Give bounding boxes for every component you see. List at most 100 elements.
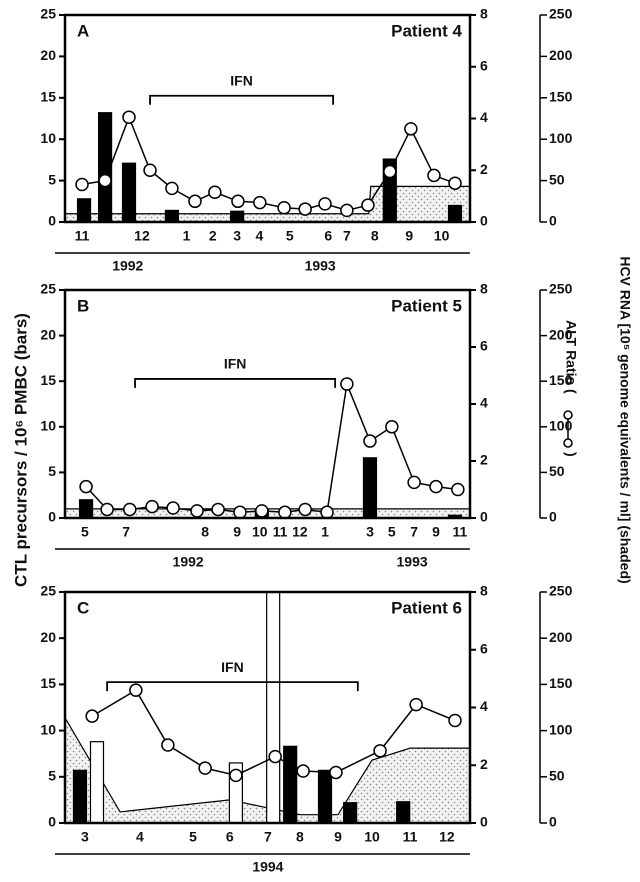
alt-point <box>298 202 312 216</box>
x-tick-label: 11 <box>452 524 467 540</box>
y2-tick-label: 4 <box>480 109 488 125</box>
alt-point <box>190 504 204 518</box>
x-tick-label: 11 <box>75 228 90 244</box>
x-tick-label: 7 <box>343 228 351 244</box>
y2-axis-label-end: ) <box>563 452 579 457</box>
alt-point <box>165 181 179 196</box>
alt-point <box>145 499 159 514</box>
alt-point <box>98 173 112 188</box>
x-tick-label: 4 <box>136 829 144 845</box>
ctl-bar <box>362 457 378 519</box>
y3-axis-label: HCV RNA [10⁵ genome equivalents / ml] (s… <box>617 256 633 583</box>
y3-tick-label: 50 <box>549 171 565 187</box>
y3-tick-label: 100 <box>549 721 573 737</box>
ctl-bar <box>266 591 281 824</box>
x-tick-label: 7 <box>264 829 272 845</box>
y-tick-label: 15 <box>40 675 56 691</box>
alt-line <box>85 381 458 514</box>
alt-point <box>340 203 354 218</box>
y-tick-label: 5 <box>48 463 56 479</box>
x-tick-label: 5 <box>189 829 197 845</box>
x-tick-label: 8 <box>201 524 209 540</box>
panel-title: Patient 6 <box>391 598 462 617</box>
y-tick-label: 10 <box>40 418 56 434</box>
y2-tick-label: 6 <box>480 338 488 354</box>
x-tick-label: 9 <box>334 829 342 845</box>
y2-tick-label: 0 <box>480 213 488 229</box>
x-tick-label: 9 <box>405 228 413 244</box>
y3-tick-label: 0 <box>549 213 557 229</box>
x-tick-label: 1 <box>321 524 329 540</box>
y-tick-label: 10 <box>40 721 56 737</box>
alt-point <box>122 110 136 124</box>
alt-point <box>383 164 397 179</box>
y2-tick-label: 8 <box>480 281 488 297</box>
panel-title: Patient 4 <box>391 21 462 40</box>
alt-point <box>75 177 89 192</box>
y-tick-label: 5 <box>48 171 56 187</box>
y3-tick-label: 50 <box>549 768 565 784</box>
year-label: 1993 <box>397 554 428 570</box>
alt-point <box>85 709 99 723</box>
y-tick-label: 0 <box>48 814 56 830</box>
y3-tick-label: 200 <box>549 326 573 342</box>
year-label: 1992 <box>173 554 204 570</box>
y-tick-label: 25 <box>40 281 56 297</box>
alt-point <box>278 505 292 520</box>
y3-tick-label: 0 <box>549 814 557 830</box>
alt-point <box>373 744 387 758</box>
x-tick-label: 6 <box>324 228 332 244</box>
x-tick-label: 11 <box>403 829 418 845</box>
x-tick-label: 5 <box>81 524 89 540</box>
y2-tick-label: 6 <box>480 640 488 656</box>
y3-tick-label: 150 <box>549 372 573 388</box>
alt-point <box>277 201 291 215</box>
ifn-label: IFN <box>224 356 247 372</box>
alt-point <box>129 683 143 697</box>
alt-point <box>229 768 243 783</box>
ctl-bar <box>343 802 358 824</box>
y2-tick-label: 8 <box>480 583 488 599</box>
ifn-bracket <box>134 378 337 388</box>
y-axis-label: CTL precursors / 10⁶ PMBC (bars) <box>11 313 30 587</box>
y3-tick-label: 200 <box>549 47 573 63</box>
alt-point <box>296 764 310 778</box>
alt-point <box>161 738 175 752</box>
y3-tick-label: 50 <box>549 463 565 479</box>
y2-tick-label: 6 <box>480 57 488 73</box>
ctl-bar <box>283 745 298 824</box>
ctl-bar <box>89 741 105 824</box>
alt-point <box>427 168 441 183</box>
alt-point <box>79 479 93 494</box>
ctl-bar <box>164 209 180 223</box>
y-tick-label: 20 <box>40 629 56 645</box>
ifn-label: IFN <box>221 659 244 675</box>
x-tick-label: 12 <box>134 228 150 244</box>
alt-line <box>81 115 456 212</box>
alt-point <box>211 502 225 517</box>
x-tick-label: 9 <box>233 524 241 540</box>
alt-point <box>255 504 269 518</box>
panel-letter: A <box>77 21 89 40</box>
y3-tick-label: 200 <box>549 629 573 645</box>
year-label: 1993 <box>305 258 336 274</box>
alt-point <box>231 194 245 209</box>
x-tick-label: 8 <box>371 228 379 244</box>
alt-point <box>448 713 462 728</box>
alt-point <box>188 194 202 209</box>
alt-point <box>448 176 462 190</box>
alt-point <box>123 502 137 517</box>
x-tick-label: 4 <box>256 228 264 244</box>
alt-point <box>363 434 377 448</box>
y3-tick-label: 150 <box>549 675 573 691</box>
y2-tick-label: 4 <box>480 395 488 411</box>
y2-tick-label: 2 <box>480 452 488 468</box>
ifn-label: IFN <box>230 72 253 88</box>
y2-axis-label-start: ALT Ratio ( <box>563 320 579 394</box>
alt-point <box>329 765 343 780</box>
y2-tick-label: 8 <box>480 6 488 22</box>
